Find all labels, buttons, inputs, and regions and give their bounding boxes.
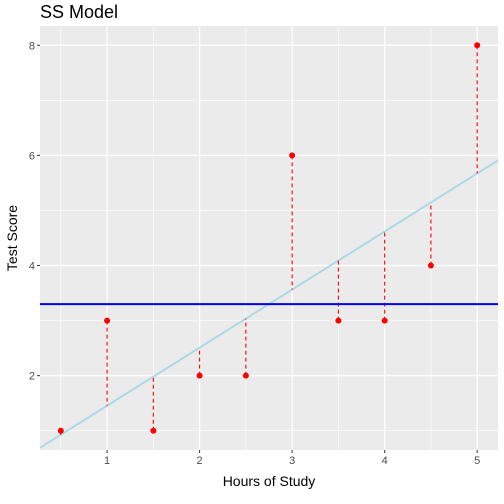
x-tick-label: 1 <box>104 455 110 467</box>
residual-lines <box>60 45 478 435</box>
x-tick-label: 3 <box>289 455 295 467</box>
y-axis-title: Test Score <box>4 205 20 271</box>
minor-gridlines <box>40 26 498 450</box>
plot-panel <box>40 26 498 450</box>
data-point <box>57 427 64 434</box>
data-points <box>57 42 481 434</box>
data-point <box>196 372 203 379</box>
data-point <box>335 317 342 324</box>
y-tick-label: 8 <box>29 40 35 52</box>
data-point <box>474 42 481 49</box>
data-point <box>289 152 296 159</box>
data-point <box>104 317 111 324</box>
x-axis-title: Hours of Study <box>223 473 316 489</box>
y-tick-label: 4 <box>29 261 35 273</box>
data-point <box>427 262 434 269</box>
y-axis-ticks: 2 4 6 8 <box>29 40 40 383</box>
y-tick-label: 2 <box>29 371 35 383</box>
x-tick-label: 2 <box>197 455 203 467</box>
x-axis-ticks: 1 2 3 4 5 <box>104 450 480 467</box>
y-tick-label: 6 <box>29 150 35 162</box>
data-point <box>381 317 388 324</box>
data-point <box>150 427 157 434</box>
chart-title: SS Model <box>40 2 118 22</box>
x-tick-label: 5 <box>474 455 480 467</box>
data-point <box>242 372 249 379</box>
x-tick-label: 4 <box>382 455 388 467</box>
